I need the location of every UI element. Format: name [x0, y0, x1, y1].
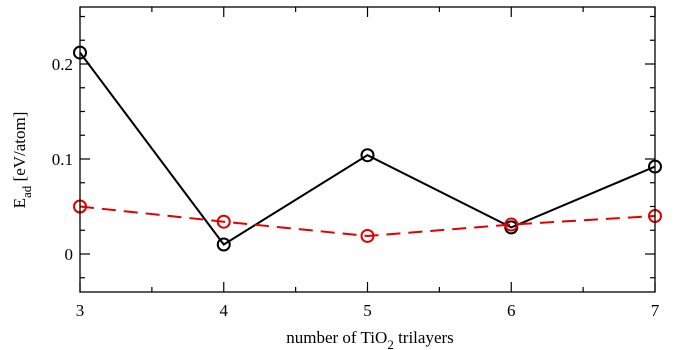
x-tick-label: 4	[220, 301, 229, 320]
series-1-line	[79, 52, 656, 246]
x-tick-label: 6	[507, 301, 516, 320]
series-2-line	[79, 205, 656, 237]
tick-labels: 3 4 5 6 7 0 0.1 0.2	[52, 55, 660, 320]
x-tick-label: 5	[363, 301, 372, 320]
x-tick-label: 7	[651, 301, 660, 320]
series-2-point	[216, 214, 231, 229]
y-tick-label: 0.1	[52, 150, 73, 169]
series-1-point	[360, 148, 375, 163]
series-2-point	[360, 228, 375, 243]
y-tick-label: 0.2	[52, 55, 73, 74]
plot-frame	[79, 6, 656, 293]
series-group	[73, 45, 662, 252]
series-2-point	[504, 217, 519, 232]
x-axis-label: number of TiO2 trilayers	[286, 328, 454, 350]
y-axis-label: Ead [eV/atom]	[10, 112, 34, 209]
x-tick-label: 3	[76, 301, 85, 320]
series-1-point	[216, 237, 231, 252]
y-tick-label: 0	[65, 245, 74, 264]
